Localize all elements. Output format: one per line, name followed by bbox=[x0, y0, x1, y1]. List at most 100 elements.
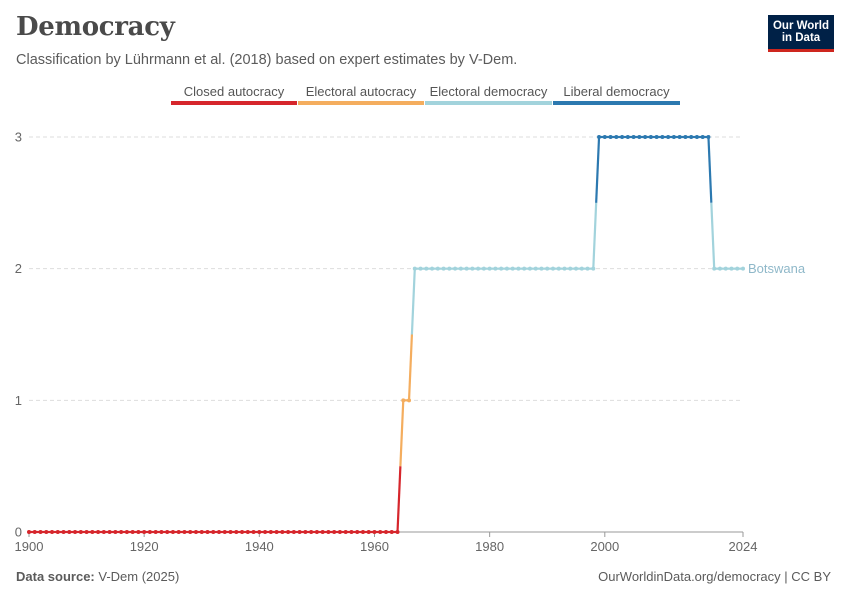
data-point-1902[interactable] bbox=[38, 530, 43, 534]
data-point-1923[interactable] bbox=[159, 530, 164, 534]
data-point-2015[interactable] bbox=[689, 135, 694, 139]
data-point-1959[interactable] bbox=[366, 530, 371, 534]
data-point-2001[interactable] bbox=[608, 135, 613, 139]
data-point-1934[interactable] bbox=[222, 530, 227, 534]
data-point-1968[interactable] bbox=[418, 266, 423, 271]
data-point-2010[interactable] bbox=[660, 135, 665, 139]
legend-label-1[interactable]: Electoral autocracy bbox=[306, 84, 417, 99]
data-point-1933[interactable] bbox=[217, 530, 222, 534]
data-point-1973[interactable] bbox=[447, 266, 452, 271]
data-point-1947[interactable] bbox=[297, 530, 302, 534]
data-point-1920[interactable] bbox=[142, 530, 147, 534]
data-point-1918[interactable] bbox=[130, 530, 135, 534]
data-point-2006[interactable] bbox=[637, 135, 642, 139]
data-point-1998[interactable] bbox=[591, 266, 596, 271]
data-point-1950[interactable] bbox=[314, 530, 319, 534]
data-source-value[interactable]: V-Dem (2025) bbox=[98, 569, 180, 584]
data-point-1988[interactable] bbox=[533, 266, 538, 271]
data-point-1916[interactable] bbox=[119, 530, 124, 534]
legend-swatch-2[interactable] bbox=[425, 101, 552, 105]
data-point-1997[interactable] bbox=[585, 266, 590, 271]
data-point-1966[interactable] bbox=[407, 398, 412, 403]
data-point-1993[interactable] bbox=[562, 266, 567, 271]
series-botswana[interactable] bbox=[29, 135, 743, 534]
data-point-2007[interactable] bbox=[643, 135, 648, 139]
data-point-1985[interactable] bbox=[516, 266, 521, 271]
data-point-1908[interactable] bbox=[73, 530, 78, 534]
data-point-1909[interactable] bbox=[78, 530, 83, 534]
data-point-1951[interactable] bbox=[320, 530, 325, 534]
data-point-1931[interactable] bbox=[205, 530, 210, 534]
data-point-2000[interactable] bbox=[602, 135, 607, 139]
legend-swatch-0[interactable] bbox=[171, 101, 297, 105]
data-point-2022[interactable] bbox=[729, 266, 734, 271]
data-point-1941[interactable] bbox=[263, 530, 268, 534]
data-point-2020[interactable] bbox=[717, 266, 722, 271]
data-point-1979[interactable] bbox=[481, 266, 486, 271]
data-point-1992[interactable] bbox=[556, 266, 561, 271]
data-point-1914[interactable] bbox=[107, 530, 112, 534]
data-point-1982[interactable] bbox=[499, 266, 504, 271]
data-point-1949[interactable] bbox=[309, 530, 314, 534]
data-point-1991[interactable] bbox=[550, 266, 555, 271]
data-point-1915[interactable] bbox=[113, 530, 118, 534]
data-point-1970[interactable] bbox=[430, 266, 435, 271]
data-point-1967[interactable] bbox=[412, 266, 417, 271]
data-point-1984[interactable] bbox=[510, 266, 515, 271]
data-point-1952[interactable] bbox=[326, 530, 331, 534]
data-point-1960[interactable] bbox=[372, 530, 377, 534]
data-point-1932[interactable] bbox=[211, 530, 216, 534]
data-point-2002[interactable] bbox=[614, 135, 619, 139]
data-point-1912[interactable] bbox=[96, 530, 101, 534]
data-point-2016[interactable] bbox=[694, 135, 699, 139]
data-point-1987[interactable] bbox=[527, 266, 532, 271]
data-point-2014[interactable] bbox=[683, 135, 688, 139]
data-point-1999[interactable] bbox=[597, 135, 602, 139]
data-point-1954[interactable] bbox=[337, 530, 342, 534]
data-point-1965[interactable] bbox=[401, 398, 406, 403]
data-point-1977[interactable] bbox=[470, 266, 475, 271]
data-point-2011[interactable] bbox=[666, 135, 671, 139]
data-point-1990[interactable] bbox=[545, 266, 550, 271]
data-point-1976[interactable] bbox=[464, 266, 469, 271]
legend-label-3[interactable]: Liberal democracy bbox=[563, 84, 670, 99]
data-point-1946[interactable] bbox=[291, 530, 296, 534]
data-point-2018[interactable] bbox=[706, 135, 711, 139]
data-point-1953[interactable] bbox=[332, 530, 337, 534]
data-point-1948[interactable] bbox=[303, 530, 308, 534]
data-point-1943[interactable] bbox=[274, 530, 279, 534]
data-point-1929[interactable] bbox=[193, 530, 198, 534]
data-point-1996[interactable] bbox=[579, 266, 584, 271]
data-point-2003[interactable] bbox=[620, 135, 625, 139]
data-point-1961[interactable] bbox=[378, 530, 383, 534]
data-point-1924[interactable] bbox=[165, 530, 170, 534]
data-point-1919[interactable] bbox=[136, 530, 141, 534]
data-point-1980[interactable] bbox=[487, 266, 492, 271]
data-point-2019[interactable] bbox=[712, 266, 717, 271]
credit-link[interactable]: OurWorldinData.org/democracy | CC BY bbox=[598, 569, 831, 584]
data-point-1975[interactable] bbox=[458, 266, 463, 271]
data-point-2009[interactable] bbox=[654, 135, 659, 139]
data-point-1901[interactable] bbox=[32, 530, 37, 534]
data-point-1937[interactable] bbox=[240, 530, 245, 534]
data-point-1928[interactable] bbox=[188, 530, 193, 534]
data-point-1910[interactable] bbox=[84, 530, 89, 534]
data-point-1994[interactable] bbox=[568, 266, 573, 271]
data-point-1989[interactable] bbox=[539, 266, 544, 271]
data-point-1926[interactable] bbox=[176, 530, 181, 534]
data-point-1981[interactable] bbox=[493, 266, 498, 271]
data-point-1963[interactable] bbox=[389, 530, 394, 534]
data-point-1962[interactable] bbox=[384, 530, 388, 534]
entity-label-botswana[interactable]: Botswana bbox=[748, 261, 806, 276]
data-point-1944[interactable] bbox=[280, 530, 285, 534]
data-point-2024[interactable] bbox=[741, 266, 745, 271]
data-point-1978[interactable] bbox=[476, 266, 481, 271]
data-point-2013[interactable] bbox=[677, 135, 682, 139]
legend-label-2[interactable]: Electoral democracy bbox=[430, 84, 548, 99]
data-point-1969[interactable] bbox=[424, 266, 429, 271]
data-point-2004[interactable] bbox=[625, 135, 630, 139]
data-point-1903[interactable] bbox=[44, 530, 49, 534]
data-point-1904[interactable] bbox=[50, 530, 55, 534]
data-point-1907[interactable] bbox=[67, 530, 72, 534]
data-point-1983[interactable] bbox=[504, 266, 509, 271]
